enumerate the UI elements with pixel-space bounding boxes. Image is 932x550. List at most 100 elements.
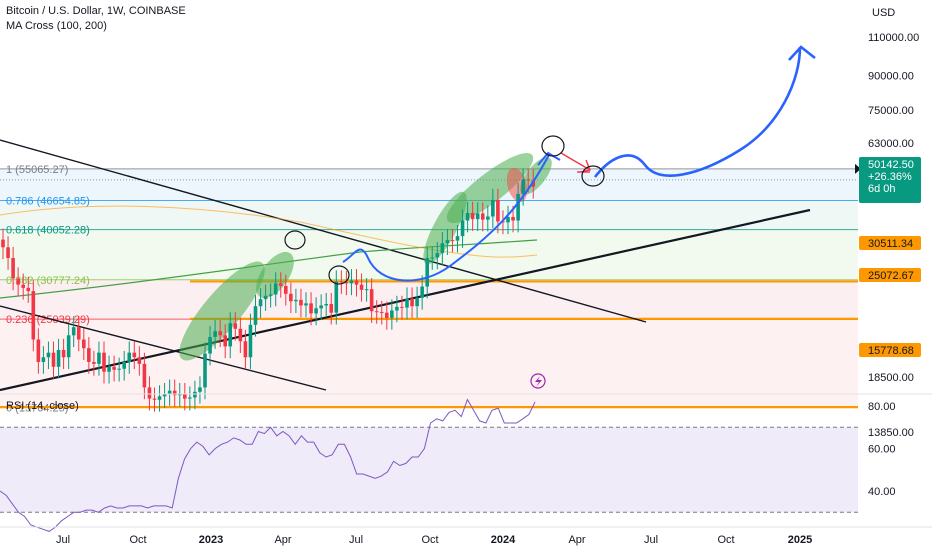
time-axis-label: Apr: [568, 534, 585, 546]
candle-body: [46, 352, 51, 358]
fib-label: 1 (55065.27): [6, 164, 68, 176]
candle-body: [440, 243, 445, 254]
candle-body: [460, 220, 465, 237]
circle-marker: [284, 230, 306, 250]
candle-body: [470, 212, 475, 220]
candle-body: [132, 352, 137, 358]
candle-body: [51, 352, 56, 367]
trendline-support: [0, 208, 811, 392]
candle-body: [364, 289, 369, 291]
candle-body: [278, 283, 283, 286]
candle-body: [480, 213, 485, 220]
candle-body: [157, 396, 162, 400]
candle-body: [137, 357, 142, 364]
candle-body: [61, 349, 66, 358]
candle-body: [415, 297, 419, 307]
candle-body: [405, 298, 409, 308]
candle-body: [177, 394, 182, 396]
price-tag-text: 30511.34: [868, 238, 913, 250]
candle-body: [253, 306, 258, 325]
candle-body: [102, 352, 106, 372]
arrow-icon: [788, 45, 816, 61]
flash-icon: [535, 376, 542, 387]
candle-body: [248, 324, 253, 358]
candle-body: [516, 193, 520, 221]
candle-body: [268, 294, 273, 296]
price-axis-label: 110000.00: [868, 32, 919, 44]
candle-body: [334, 281, 339, 313]
price-tag-text: +26.36%: [868, 171, 912, 183]
price-axis-label: 63000.00: [868, 138, 914, 150]
circle-marker: [328, 265, 350, 285]
indicator-legend-ma-cross[interactable]: MA Cross (100, 200): [6, 20, 107, 32]
fib-zone: [0, 319, 858, 408]
candle-body: [142, 363, 147, 388]
time-axis-label: Oct: [421, 534, 438, 546]
indicator-legend-rsi[interactable]: RSI (14, close): [6, 400, 79, 412]
trendline-upper: [0, 139, 647, 323]
candle-body: [243, 341, 248, 358]
candle-body: [228, 323, 233, 347]
candle-body: [213, 331, 217, 337]
candle-body: [188, 397, 192, 399]
arrow-icon: [855, 163, 861, 174]
candle-body: [420, 286, 424, 298]
candle-body: [117, 368, 121, 370]
candle-body: [395, 306, 399, 311]
candle-body: [501, 221, 505, 223]
candle-body: [450, 240, 455, 242]
candle-body: [506, 216, 510, 223]
candle-body: [455, 236, 460, 241]
candle-body: [87, 348, 91, 362]
candle-body: [339, 281, 344, 283]
candle-body: [11, 258, 15, 279]
price-tag-text: 50142.50: [868, 159, 914, 171]
circle-marker: [541, 135, 565, 157]
candle-body: [36, 339, 41, 362]
price-tag-text: 15778.68: [868, 345, 914, 357]
candle-body: [309, 303, 313, 314]
candle-body: [56, 349, 61, 367]
fib-label: 0.382 (30777.24): [6, 275, 90, 287]
candle-body: [531, 180, 536, 187]
rsi-axis-label: 60.00: [868, 444, 896, 456]
candle-body: [496, 199, 500, 222]
time-axis-label: Apr: [274, 534, 291, 546]
price-tag-r1: [859, 236, 921, 250]
candle-body: [349, 280, 354, 284]
candle-body: [127, 352, 132, 362]
candle-body: [152, 398, 157, 400]
currency-label[interactable]: USD: [872, 7, 896, 19]
candle-body: [491, 199, 495, 217]
flash-icon: [530, 373, 546, 389]
candle-body: [289, 293, 293, 302]
candle-body: [41, 357, 46, 362]
candle-body: [208, 336, 212, 354]
candle-body: [284, 285, 288, 294]
chart-title: Bitcoin / U.S. Dollar, 1W, COINBASE: [6, 5, 186, 17]
red-arrow: [560, 152, 591, 171]
candle-body: [299, 299, 303, 306]
candle-body: [435, 253, 440, 258]
ma-200-line: [0, 205, 538, 258]
candle-body: [31, 291, 36, 340]
candle-body: [273, 283, 278, 295]
price-tag-r2: [859, 268, 921, 282]
rsi-axis-label: 80.00: [868, 401, 896, 413]
candle-body: [112, 366, 116, 370]
candle-body: [410, 298, 414, 307]
candle-body: [218, 331, 222, 336]
candle-body: [324, 304, 328, 306]
candle-body: [390, 310, 394, 318]
candle-body: [329, 304, 334, 313]
candle-body: [465, 212, 470, 221]
candle-body: [475, 213, 480, 220]
candle-body: [294, 299, 298, 302]
candle-body: [430, 257, 435, 259]
candle-body: [147, 387, 152, 399]
ma-100-line: [0, 239, 538, 299]
candle-body: [26, 287, 31, 292]
price-tag-s1: [859, 343, 921, 357]
fib-zone: [0, 168, 858, 201]
